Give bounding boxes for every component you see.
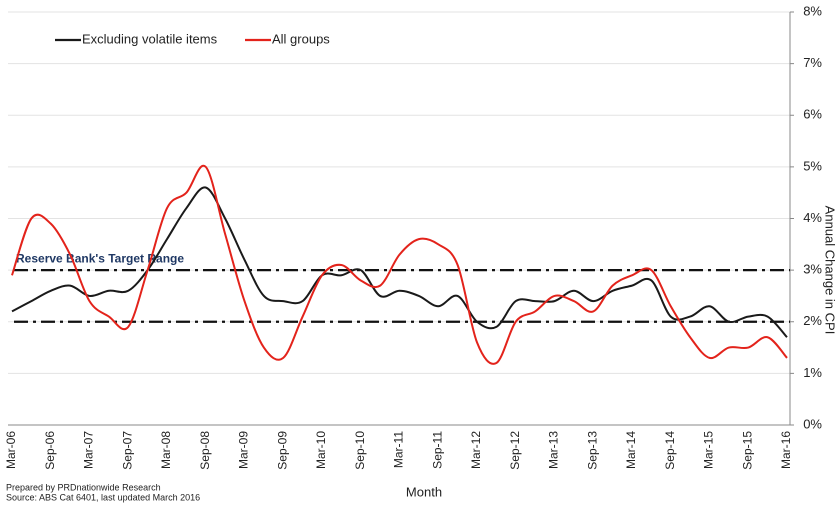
x-tick-label: Mar-06 (4, 431, 18, 469)
x-tick-label: Mar-08 (159, 431, 173, 469)
footnote: Source: ABS Cat 6401, last updated March… (6, 492, 200, 502)
y-tick-label: 2% (803, 313, 822, 328)
x-tick-label: Sep-10 (353, 431, 367, 470)
x-tick-label: Sep-09 (275, 431, 289, 470)
y-tick-label: 3% (803, 262, 822, 277)
y-tick-label: 5% (803, 158, 822, 173)
y-tick-label: 8% (803, 3, 822, 18)
x-tick-label: Mar-13 (547, 431, 561, 469)
annotation: Reserve Bank's Target Range (16, 251, 184, 265)
x-axis-label: Month (406, 484, 442, 499)
x-tick-label: Sep-06 (43, 431, 57, 470)
x-tick-label: Sep-13 (585, 431, 599, 470)
x-tick-label: Sep-15 (740, 431, 754, 470)
line-series (11, 164, 788, 365)
y-tick-label: 7% (803, 55, 822, 70)
y-tick-label: 0% (803, 416, 822, 431)
x-tick-label: Sep-14 (663, 431, 677, 470)
x-tick-label: Mar-12 (469, 431, 483, 469)
legend-label: Excluding volatile items (82, 31, 218, 46)
x-tick-label: Mar-11 (392, 431, 406, 468)
line-series (11, 186, 788, 338)
footnote: Prepared by PRDnationwide Research (6, 482, 161, 492)
y-tick-label: 4% (803, 210, 822, 225)
x-tick-label: Mar-14 (624, 431, 638, 469)
x-tick-label: Sep-07 (120, 431, 134, 470)
x-tick-label: Sep-08 (198, 431, 212, 470)
x-tick-label: Sep-11 (430, 431, 444, 469)
y-axis-label: Annual Change in CPI (823, 206, 838, 335)
x-tick-label: Mar-09 (237, 431, 251, 469)
x-tick-label: Mar-16 (779, 431, 793, 469)
y-tick-label: 1% (803, 365, 822, 380)
x-tick-label: Mar-15 (702, 431, 716, 469)
legend-label: All groups (272, 31, 330, 46)
x-tick-label: Sep-12 (508, 431, 522, 470)
x-tick-label: Mar-07 (82, 431, 96, 469)
x-tick-label: Mar-10 (314, 431, 328, 469)
y-tick-label: 6% (803, 107, 822, 122)
